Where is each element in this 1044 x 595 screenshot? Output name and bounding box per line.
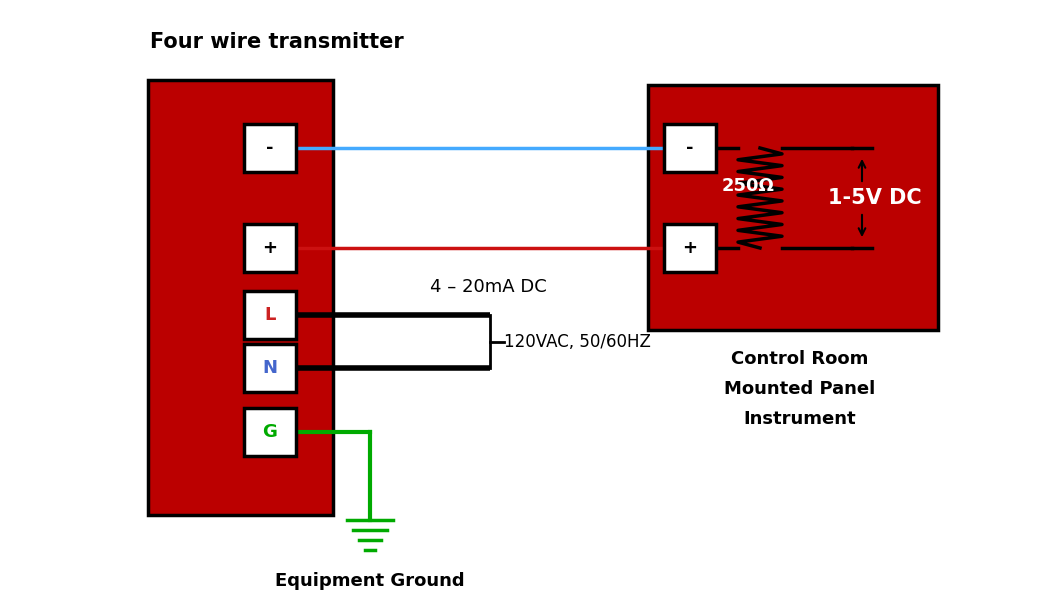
Bar [244,344,296,392]
Bar [664,224,716,272]
Text: Four wire transmitter: Four wire transmitter [150,32,404,52]
Bar [244,408,296,456]
Bar [244,224,296,272]
Text: 250Ω: 250Ω [721,177,775,195]
Text: 1-5V DC: 1-5V DC [828,188,922,208]
Text: -: - [266,139,274,157]
Bar [648,85,938,330]
Bar [664,124,716,172]
Bar [244,291,296,339]
Text: Mounted Panel: Mounted Panel [725,380,876,398]
Text: +: + [262,239,278,257]
Bar [244,124,296,172]
Text: 4 – 20mA DC: 4 – 20mA DC [430,278,547,296]
Text: -: - [686,139,694,157]
Text: 120VAC, 50/60HZ: 120VAC, 50/60HZ [504,333,650,351]
Text: Control Room: Control Room [731,350,869,368]
Text: Instrument: Instrument [743,410,856,428]
Text: Equipment Ground: Equipment Ground [276,572,465,590]
Text: G: G [262,423,278,441]
Text: N: N [262,359,278,377]
Text: L: L [264,306,276,324]
Text: +: + [683,239,697,257]
Bar [148,80,333,515]
